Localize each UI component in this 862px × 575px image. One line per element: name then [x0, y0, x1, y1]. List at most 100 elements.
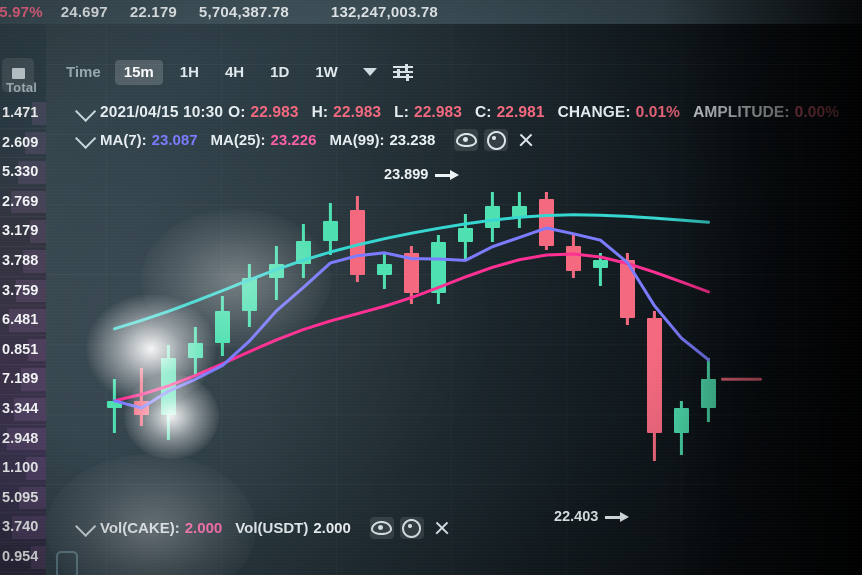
timeframe-1w[interactable]: 1W — [315, 63, 338, 81]
ohlc-high-label: H: — [311, 104, 329, 121]
candle — [538, 192, 555, 250]
ma-close-icon[interactable] — [514, 129, 538, 151]
period-high-value: 23.899 — [384, 167, 429, 183]
orderbook-row[interactable]: 2.948 — [0, 425, 46, 455]
candle — [673, 400, 690, 455]
orderbook-total-value: 0.851 — [2, 341, 39, 358]
timeframe-toolbar[interactable]: Time 15m 1H 4H 1D 1W — [66, 58, 413, 86]
orderbook-row[interactable]: 1.471 — [0, 99, 46, 129]
candle — [133, 368, 150, 426]
ma99-label: MA(99): — [329, 131, 385, 149]
volume-close-icon[interactable] — [430, 517, 454, 539]
collapse-chevron-icon[interactable] — [75, 515, 97, 537]
volume-eye-icon[interactable] — [369, 517, 394, 539]
volume-quote-value: 2.000 — [313, 519, 351, 537]
volume-settings-icon[interactable] — [399, 517, 424, 539]
orderbook-total-value: 3.788 — [2, 252, 39, 269]
orderbook-row[interactable]: 3.179 — [0, 217, 46, 247]
orderbook-row[interactable]: 3.759 — [0, 277, 46, 307]
orderbook-total-value: 2.769 — [2, 193, 39, 210]
arrow-right-icon — [605, 512, 630, 522]
ma-settings-icon[interactable] — [484, 129, 509, 151]
ma25-value: 23.226 — [270, 131, 317, 149]
orderbook-total-value: 3.344 — [2, 400, 39, 417]
change-value: 0.01% — [635, 104, 681, 121]
drawing-tool-icon — [11, 67, 25, 83]
orderbook-panel[interactable]: Total 1.471 2.609 5.330 2.769 3.179 3.788 3.75… — [0, 24, 46, 575]
orderbook-total-value: 3.740 — [2, 519, 39, 536]
candle — [484, 192, 501, 243]
ticker-volume-quote: 132,247,003.78 — [330, 3, 438, 21]
ma7-label: MA(7): — [100, 131, 147, 149]
candle — [214, 296, 231, 356]
orderbook-row[interactable]: 2.769 — [0, 188, 46, 218]
ticker-24h-high: 24.697 — [60, 3, 108, 21]
candle — [430, 235, 447, 304]
candlestick-chart[interactable]: Time 15m 1H 4H 1D 1W 2021/04/15 10:30 O:… — [46, 24, 862, 575]
arrow-right-icon — [435, 170, 460, 180]
ohlc-legend: 2021/04/15 10:30 O: 22.983 H: 22.983 L: … — [75, 100, 852, 122]
magnet-icon[interactable] — [56, 551, 78, 575]
timeframe-15m[interactable]: 15m — [114, 59, 163, 85]
sliders-icon[interactable] — [392, 64, 413, 81]
orderbook-total-value: 1.471 — [2, 105, 39, 121]
change-label: CHANGE: — [557, 104, 631, 121]
orderbook-total-value: 3.759 — [2, 282, 39, 299]
orderbook-row[interactable]: 5.330 — [0, 158, 46, 188]
candle — [592, 253, 609, 286]
ma-eye-icon[interactable] — [454, 129, 479, 151]
timeframe-4h[interactable]: 4H — [224, 63, 245, 81]
candle — [187, 327, 204, 376]
period-high-annotation: 23.899 — [384, 167, 460, 183]
orderbook-row[interactable]: 1.100 — [0, 454, 46, 484]
timeframe-1h[interactable]: 1H — [179, 63, 199, 81]
candle — [457, 213, 474, 261]
orderbook-row[interactable]: 0.851 — [0, 336, 46, 366]
orderbook-row[interactable]: 0.954 — [0, 543, 46, 573]
orderbook-total-value: 2.609 — [2, 134, 39, 151]
orderbook-total-value: 1.100 — [2, 460, 39, 477]
period-low-annotation: 22.403 — [554, 509, 630, 525]
ma7-value: 23.087 — [151, 131, 198, 149]
orderbook-row[interactable]: 2.609 — [0, 129, 46, 159]
chevron-down-icon[interactable] — [362, 68, 377, 76]
volume-quote-label: Vol(USDT) — [235, 519, 309, 537]
ohlc-close-label: C: — [475, 104, 492, 121]
candle — [241, 264, 258, 327]
ticker-change-percent: -5.97% — [0, 3, 43, 21]
orderbook-row[interactable]: 7.189 — [0, 365, 46, 395]
candle — [646, 310, 663, 462]
ohlc-low-label: L: — [394, 104, 409, 121]
orderbook-total-value: 2.948 — [2, 430, 39, 447]
volume-legend: Vol(CAKE): 2.000 Vol(USDT) 2.000 — [75, 515, 454, 539]
ohlc-low-value: 22.983 — [413, 104, 462, 121]
candle — [403, 246, 420, 304]
orderbook-total-value: 5.330 — [2, 164, 39, 181]
amplitude-label: AMPLITUDE: — [693, 104, 790, 121]
timeframe-1d[interactable]: 1D — [270, 63, 290, 81]
orderbook-total-value: 5.095 — [2, 489, 39, 506]
collapse-chevron-icon[interactable] — [75, 127, 97, 149]
ohlc-timestamp: 2021/04/15 10:30 — [100, 104, 224, 121]
candle — [160, 345, 177, 441]
ma99-value: 23.238 — [389, 131, 436, 149]
candle — [295, 224, 312, 279]
candle — [268, 246, 285, 300]
orderbook-row[interactable]: 3.788 — [0, 247, 46, 277]
orderbook-row[interactable]: 3.344 — [0, 395, 46, 425]
ohlc-open-label: O: — [228, 104, 246, 121]
candle — [322, 202, 339, 255]
orderbook-row[interactable]: 6.481 — [0, 306, 46, 336]
drawing-tool-button[interactable] — [2, 58, 34, 92]
ohlc-open-value: 22.983 — [250, 104, 299, 121]
orderbook-total-value: 7.189 — [2, 371, 39, 388]
period-low-value: 22.403 — [554, 509, 599, 525]
orderbook-row[interactable]: 5.095 — [0, 484, 46, 514]
collapse-chevron-icon[interactable] — [75, 100, 97, 122]
ohlc-high-value: 22.983 — [333, 104, 382, 121]
orderbook-total-value: 3.179 — [2, 223, 39, 240]
orderbook-total-value: 0.954 — [2, 548, 39, 565]
orderbook-row[interactable]: 3.740 — [0, 513, 46, 543]
ma-legend: MA(7): 23.087 MA(25): 23.226 MA(99): 23.… — [75, 127, 538, 151]
